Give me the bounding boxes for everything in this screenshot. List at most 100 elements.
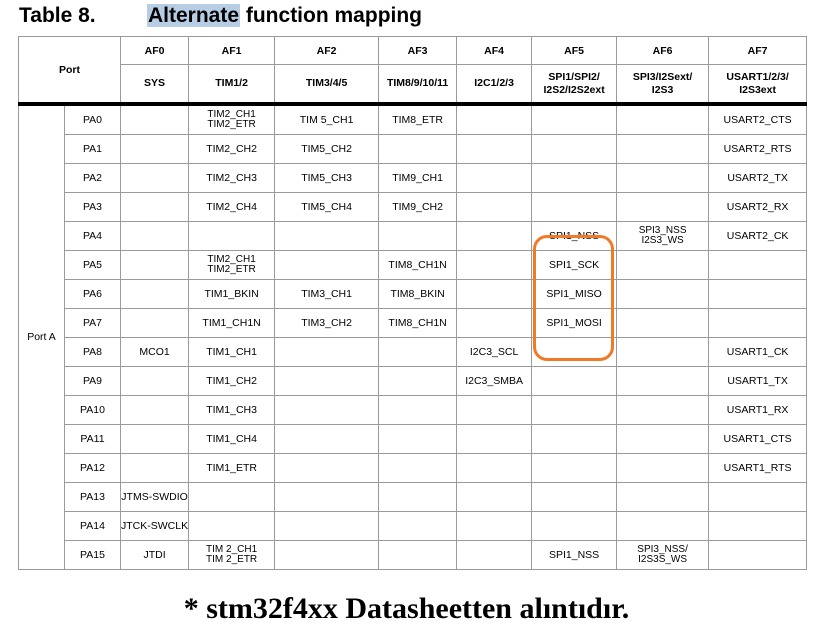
af-cell xyxy=(188,482,276,512)
af-header-6: AF6 xyxy=(616,36,710,65)
table-row: PA10 TIM1_CH3 USART1_RX xyxy=(19,395,808,425)
function-header-2: TIM3/4/5 xyxy=(274,64,380,106)
af-cell xyxy=(708,279,808,309)
table-row: PA2 TIM2_CH3 TIM5_CH3 TIM9_CH1 USART2_TX xyxy=(19,163,808,193)
af-cell xyxy=(456,134,533,164)
af-cell xyxy=(378,424,458,454)
af-cell: SPI3_NSS/ I2S3S_WS xyxy=(616,540,710,570)
af-cell: USART2_CK xyxy=(708,221,808,251)
af-cell xyxy=(531,395,618,425)
af-cell xyxy=(119,424,190,454)
af-cell xyxy=(531,103,618,135)
function-header-1: TIM1/2 xyxy=(188,64,276,106)
af-cell xyxy=(378,134,458,164)
pin-label: PA13 xyxy=(64,482,121,512)
table-row: PA14 JTCK-SWCLK xyxy=(19,511,808,541)
af-cell xyxy=(531,163,618,193)
table-row: PA11 TIM1_CH4 USART1_CTS xyxy=(19,424,808,454)
af-cell xyxy=(119,366,190,396)
table-row: PA8 MCO1 TIM1_CH1 I2C3_SCL USART1_CK xyxy=(19,337,808,367)
af-cell xyxy=(274,511,380,541)
af-cell xyxy=(616,103,710,135)
af-cell xyxy=(274,424,380,454)
title-highlighted-word[interactable]: Alternate xyxy=(147,4,241,27)
af-cell xyxy=(119,250,190,280)
af-cell xyxy=(616,192,710,222)
af-cell xyxy=(274,221,380,251)
pin-label: PA9 xyxy=(64,366,121,396)
af-cell xyxy=(456,250,533,280)
af-cell: TIM5_CH4 xyxy=(274,192,380,222)
af-cell: USART2_TX xyxy=(708,163,808,193)
af-cell xyxy=(456,482,533,512)
af-cell xyxy=(708,540,808,570)
af-cell xyxy=(274,453,380,483)
af-cell: USART2_RX xyxy=(708,192,808,222)
af-cell: TIM1_CH2 xyxy=(188,366,276,396)
af-cell: TIM1_CH1 xyxy=(188,337,276,367)
af-cell xyxy=(119,103,190,135)
pin-label: PA4 xyxy=(64,221,121,251)
af-cell: TIM9_CH1 xyxy=(378,163,458,193)
af-cell: TIM1_ETR xyxy=(188,453,276,483)
af-cell xyxy=(616,279,710,309)
af-cell xyxy=(274,366,380,396)
af-cell xyxy=(616,134,710,164)
af-cell xyxy=(708,250,808,280)
af-cell xyxy=(531,511,618,541)
table-row: PA6 TIM1_BKIN TIM3_CH1 TIM8_BKIN SPI1_MISO xyxy=(19,279,808,309)
pin-label: PA8 xyxy=(64,337,121,367)
af-cell: MCO1 xyxy=(119,337,190,367)
af-cell: USART1_RX xyxy=(708,395,808,425)
af-cell xyxy=(119,279,190,309)
af-header-2: AF2 xyxy=(274,36,380,65)
af-cell: SPI1_NSS xyxy=(531,221,618,251)
af-cell xyxy=(378,221,458,251)
af-cell: TIM8_BKIN xyxy=(378,279,458,309)
af-cell xyxy=(616,482,710,512)
af-cell: JTDI xyxy=(119,540,190,570)
pin-label: PA7 xyxy=(64,308,121,338)
table-row: PA4 SPI1_NSS SPI3_NSS I2S3_WS USART2_CK xyxy=(19,221,808,251)
af-cell: TIM3_CH1 xyxy=(274,279,380,309)
pin-label: PA11 xyxy=(64,424,121,454)
af-cell xyxy=(188,511,276,541)
alternate-function-table: Port AF0 AF1 AF2 AF3 AF4 AF5 AF6 AF7 SYS TIM1/2 T… xyxy=(18,36,808,570)
af-cell xyxy=(456,308,533,338)
af-header-0: AF0 xyxy=(119,36,190,65)
af-cell xyxy=(456,511,533,541)
af-cell: TIM8_CH1N xyxy=(378,308,458,338)
af-cell: I2C3_SMBA xyxy=(456,366,533,396)
af-cell xyxy=(616,308,710,338)
af-cell xyxy=(274,482,380,512)
af-cell xyxy=(616,366,710,396)
af-cell xyxy=(616,453,710,483)
table-row: PA5 TIM2_CH1 TIM2_ETR TIM8_CH1N SPI1_SCK xyxy=(19,250,808,280)
af-cell: TIM5_CH3 xyxy=(274,163,380,193)
af-cell: TIM1_CH3 xyxy=(188,395,276,425)
pin-label: PA14 xyxy=(64,511,121,541)
af-cell: SPI3_NSS I2S3_WS xyxy=(616,221,710,251)
function-header-5: SPI1/SPI2/ I2S2/I2S2ext xyxy=(531,64,618,106)
af-cell xyxy=(378,395,458,425)
af-cell: I2C3_SCL xyxy=(456,337,533,367)
af-cell: TIM8_ETR xyxy=(378,103,458,135)
pin-label: PA12 xyxy=(64,453,121,483)
af-cell xyxy=(531,134,618,164)
af-cell xyxy=(456,424,533,454)
function-header-3: TIM8/9/10/11 xyxy=(378,64,458,106)
af-cell: USART2_RTS xyxy=(708,134,808,164)
function-header-0: SYS xyxy=(119,64,190,106)
af-cell: TIM5_CH2 xyxy=(274,134,380,164)
title-rest: function mapping xyxy=(240,4,423,27)
af-cell: USART2_CTS xyxy=(708,103,808,135)
af-cell xyxy=(616,424,710,454)
af-cell xyxy=(119,395,190,425)
af-cell xyxy=(378,540,458,570)
af-cell xyxy=(456,221,533,251)
af-cell xyxy=(616,163,710,193)
pin-label: PA1 xyxy=(64,134,121,164)
pin-label: PA5 xyxy=(64,250,121,280)
af-cell: TIM9_CH2 xyxy=(378,192,458,222)
table-row: PA3 TIM2_CH4 TIM5_CH4 TIM9_CH2 USART2_RX xyxy=(19,192,808,222)
